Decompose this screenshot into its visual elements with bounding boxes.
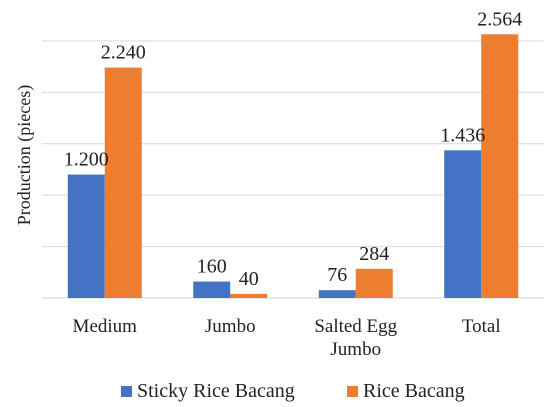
bar-sticky-rice-bacang-0 [67, 174, 105, 298]
legend-label: Rice Bacang [363, 380, 465, 402]
data-label: 76 [327, 264, 347, 286]
bars [67, 34, 519, 298]
data-label: 284 [359, 243, 389, 265]
data-labels: 1.200 2.240 160 40 76 284 1.436 2.564 [64, 8, 523, 290]
data-label: 40 [239, 268, 259, 290]
bar-rice-bacang-1 [230, 293, 268, 298]
bar-rice-bacang-2 [355, 268, 393, 298]
bar-sticky-rice-bacang-2 [318, 290, 356, 298]
x-tick-label: Total [462, 316, 501, 337]
y-axis-title: Production (pieces) [14, 85, 35, 225]
legend-label: Sticky Rice Bacang [137, 380, 295, 402]
bar-sticky-rice-bacang-3 [444, 150, 482, 298]
x-tick-label: Salted Egg Jumbo [314, 316, 397, 360]
data-label: 2.564 [477, 8, 522, 30]
bar-rice-bacang-3 [481, 34, 519, 298]
x-tick-label: Medium [73, 316, 138, 337]
x-tick-labels: Medium Jumbo Salted Egg Jumbo Total [73, 316, 501, 360]
bar-sticky-rice-bacang-1 [193, 281, 231, 298]
legend-swatch [347, 386, 358, 397]
data-label: 1.200 [64, 149, 109, 171]
x-tick-label: Jumbo [205, 316, 256, 337]
data-label: 2.240 [101, 42, 146, 64]
data-label: 1.436 [440, 124, 485, 146]
bar-rice-bacang-0 [104, 67, 142, 298]
legend: Sticky Rice Bacang Rice Bacang [121, 380, 465, 402]
legend-swatch [121, 386, 132, 397]
data-label: 160 [197, 256, 227, 278]
